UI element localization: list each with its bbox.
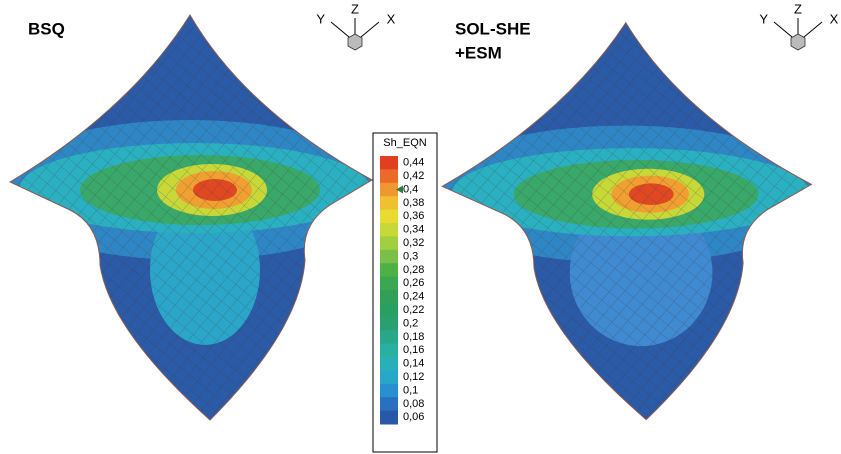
sheet xyxy=(441,21,813,421)
mesh xyxy=(10,15,372,420)
legend-label: 0,44 xyxy=(403,157,424,169)
legend-label: 0,14 xyxy=(403,358,424,370)
contours xyxy=(10,15,372,420)
colorbar-band xyxy=(380,290,398,304)
legend-label: 0,08 xyxy=(403,398,424,410)
axis-label: Y xyxy=(759,11,768,26)
colorbar-band xyxy=(380,209,398,224)
colorbar-band xyxy=(380,316,398,331)
sheet-outline xyxy=(441,21,813,421)
axis-label: X xyxy=(830,11,839,26)
triad-cube xyxy=(790,33,806,51)
legend-label: 0,1 xyxy=(403,384,418,396)
colorbar-band xyxy=(380,263,398,278)
mesh xyxy=(442,22,812,420)
legend-label: 0,2 xyxy=(403,317,418,329)
triad: YZX xyxy=(316,1,396,51)
sheet xyxy=(8,14,374,421)
colorbar-band xyxy=(380,223,398,237)
colorbar-band xyxy=(380,357,398,371)
colorbar-band xyxy=(380,383,398,398)
colorbar-band xyxy=(380,249,398,264)
colorbar-band xyxy=(380,343,398,358)
legend-label: 0,16 xyxy=(403,344,424,356)
colorbar-band xyxy=(380,156,398,170)
panel-title: BSQ xyxy=(28,19,65,38)
legend-label: 0,32 xyxy=(403,237,424,249)
axis-label: Z xyxy=(794,1,802,16)
axis-label: X xyxy=(387,11,396,26)
triad-cube xyxy=(347,33,363,51)
legend-label: 0,24 xyxy=(403,291,424,303)
triad: YZX xyxy=(759,1,839,51)
colorbar: 0,440,420,4 0,380,36 0,340,320,3 0,280,26 0,… xyxy=(380,156,424,425)
legend-label: 0,06 xyxy=(403,411,424,423)
colorbar-band xyxy=(380,397,398,412)
legend-label: 0,4 xyxy=(403,183,418,195)
axis-triads: YZX YZX xyxy=(316,1,839,51)
colorbar-band xyxy=(380,276,398,291)
colorbar-band xyxy=(380,169,398,184)
axis-label: Y xyxy=(316,11,325,26)
legend-label: 0,22 xyxy=(403,304,424,316)
axis-label: Z xyxy=(351,1,359,16)
colorbar-band xyxy=(380,370,398,385)
legend-label: 0,18 xyxy=(403,331,424,343)
legend-label: 0,26 xyxy=(403,277,424,289)
contour-plots xyxy=(8,14,813,421)
legend-label: 0,3 xyxy=(403,250,418,262)
legend-title: Sh_EQN xyxy=(383,137,426,149)
panel-title: SOL-SHE xyxy=(455,19,531,38)
level-marker xyxy=(396,185,403,194)
colorbar-band xyxy=(380,196,398,211)
panel-title: +ESM xyxy=(455,43,502,62)
contours xyxy=(442,22,812,420)
legend-label: 0,38 xyxy=(403,197,424,209)
legend-label: 0,36 xyxy=(403,210,424,222)
colorbar-band xyxy=(380,330,398,345)
legend-label: 0,12 xyxy=(403,371,424,383)
legend-label: 0,42 xyxy=(403,170,424,182)
legend-label: 0,28 xyxy=(403,264,424,276)
sheet-outline xyxy=(8,14,374,421)
colorbar-band xyxy=(380,236,398,251)
colorbar-band xyxy=(380,303,398,318)
colorbar-band xyxy=(380,182,398,197)
colorbar-band xyxy=(380,410,398,425)
legend-label: 0,34 xyxy=(403,224,424,236)
